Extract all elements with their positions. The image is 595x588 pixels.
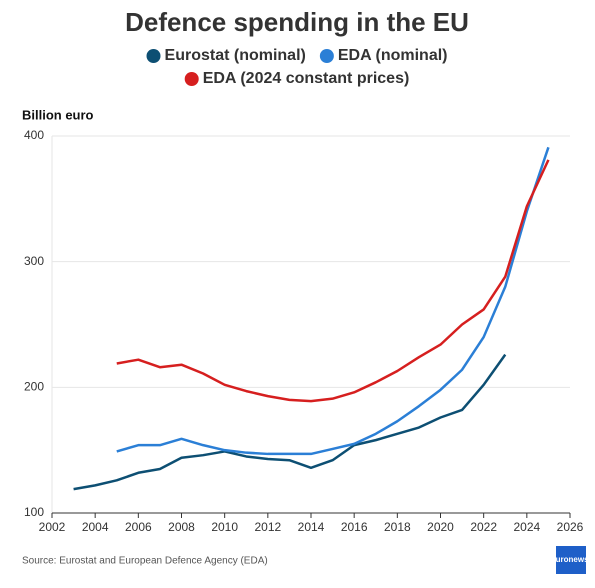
- x-tick-label: 2008: [168, 520, 195, 534]
- x-tick-label: 2006: [125, 520, 152, 534]
- logo-box: [556, 546, 586, 574]
- x-tick-label: 2026: [557, 520, 584, 534]
- legend-row: Eurostat (nominal) EDA (nominal): [146, 47, 448, 64]
- x-tick-label: 2010: [211, 520, 238, 534]
- x-tick-label: 2004: [82, 520, 109, 534]
- y-tick-label: 300: [24, 254, 44, 268]
- y-tick-label: 200: [24, 380, 44, 394]
- x-tick-label: 2020: [427, 520, 454, 534]
- legend-label: EDA (nominal): [338, 47, 448, 64]
- source: Source: Eurostat and European Defence Ag…: [22, 556, 268, 567]
- legend-marker: [319, 49, 334, 63]
- chart-title: Defence spending in the EU: [125, 7, 469, 37]
- legend-marker: [184, 72, 199, 86]
- legend-label: EDA (2024 constant prices): [203, 70, 410, 87]
- logo: euronews.: [551, 555, 591, 564]
- x-tick-label: 2022: [470, 520, 497, 534]
- x-tick-label: 2014: [298, 520, 325, 534]
- x-tick-label: 2002: [39, 520, 66, 534]
- y-tick-label: 400: [24, 128, 44, 142]
- y-tick-label: 100: [24, 505, 44, 519]
- legend-marker: [146, 49, 161, 63]
- series-line: [73, 353, 507, 491]
- series-line: [116, 159, 550, 403]
- x-tick-label: 2016: [341, 520, 368, 534]
- series-line: [116, 146, 550, 456]
- x-tick-label: 2012: [254, 520, 281, 534]
- y-axis-label: Billion euro: [22, 107, 94, 122]
- x-tick-label: 2018: [384, 520, 411, 534]
- legend-row: EDA (2024 constant prices): [184, 70, 410, 87]
- x-tick-label: 2024: [513, 520, 540, 534]
- legend-label: Eurostat (nominal): [165, 47, 306, 64]
